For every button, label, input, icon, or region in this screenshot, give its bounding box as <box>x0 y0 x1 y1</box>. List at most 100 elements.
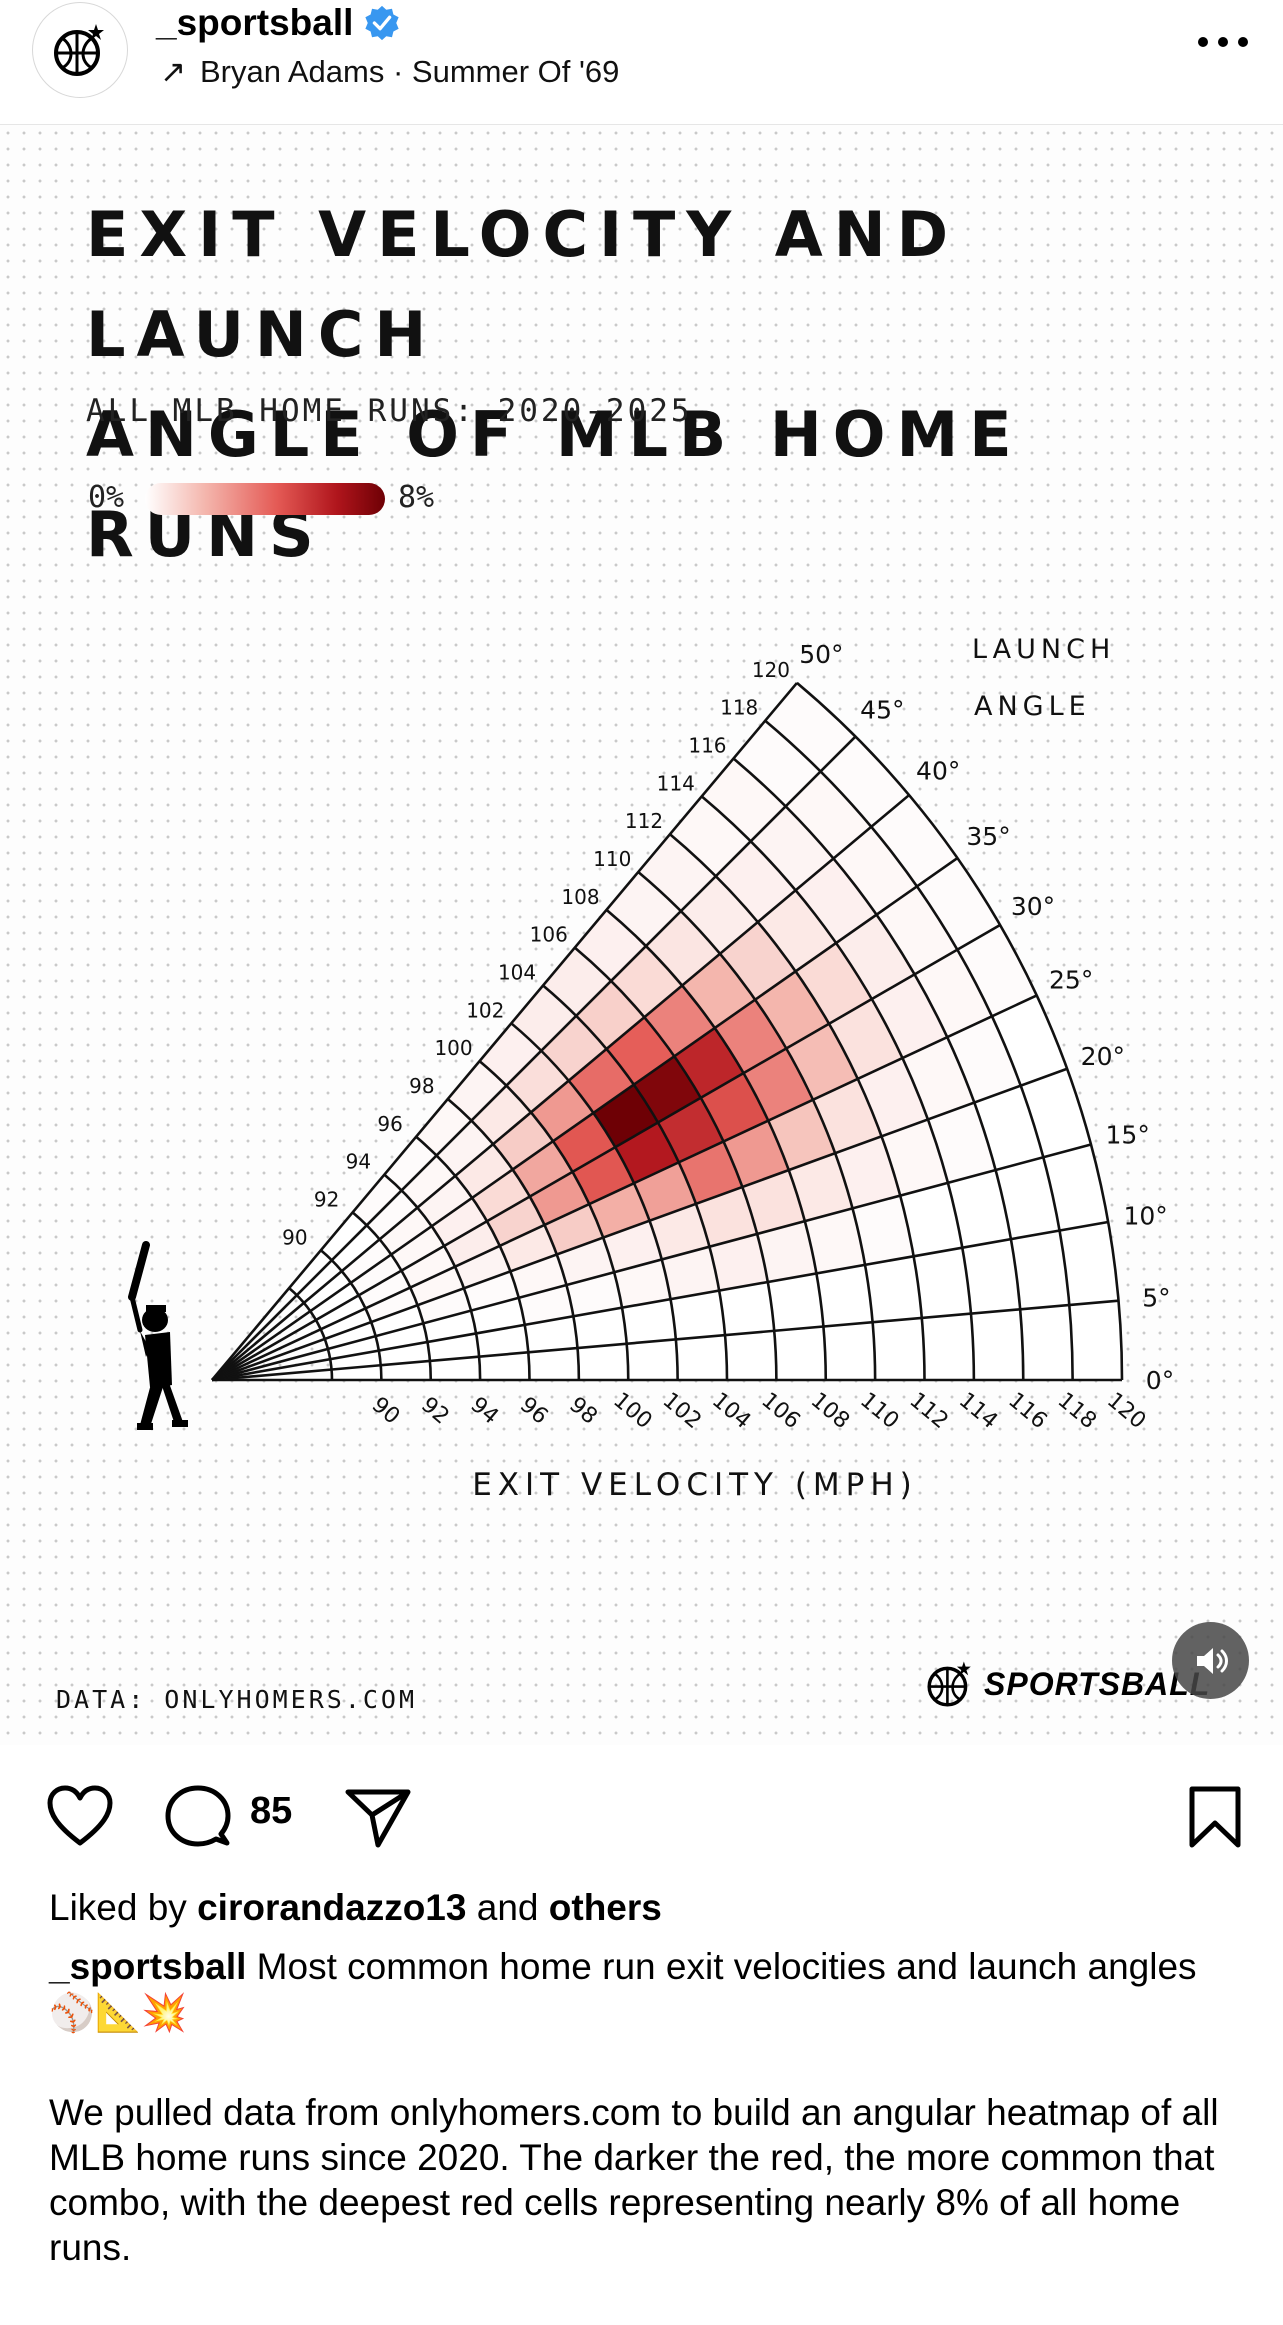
avatar[interactable] <box>32 2 128 98</box>
post-image[interactable]: EXIT VELOCITY AND LAUNCH ANGLE OF MLB HO… <box>0 125 1283 1745</box>
heatmap-cell <box>615 1122 679 1184</box>
velocity-tick-diagonal: 98 <box>409 1074 434 1098</box>
velocity-tick-bottom: 90 <box>367 1392 405 1429</box>
heatmap-cell <box>358 1270 411 1309</box>
audio-track-label: Bryan Adams · Summer Of '69 <box>199 54 620 89</box>
comment-count[interactable]: 85 <box>250 1790 293 1832</box>
sound-toggle-button[interactable] <box>1172 1622 1249 1699</box>
heatmap-cell <box>568 1048 634 1113</box>
comment-icon[interactable] <box>165 1785 231 1849</box>
heatmap-cell <box>974 1085 1044 1171</box>
heatmap-cell <box>479 1352 530 1380</box>
heatmap-cell <box>947 1170 1011 1248</box>
heatmap-cell <box>645 911 720 986</box>
velocity-tick-diagonal: 92 <box>314 1187 339 1211</box>
x-axis-label: EXIT VELOCITY (MPH) <box>472 1467 918 1503</box>
heatmap-cell <box>327 1336 379 1360</box>
heatmap-cell <box>444 1221 500 1267</box>
heatmap-cell <box>429 1356 481 1380</box>
liked-by-user[interactable]: cirorandazzo13 <box>197 1887 467 1928</box>
caption-username[interactable]: _sportsball <box>49 1946 247 1987</box>
heatmap-cell <box>1020 1304 1073 1380</box>
heatmap-cell <box>470 1297 525 1334</box>
heatmap-cell <box>626 1339 678 1380</box>
velocity-tick-diagonal: 100 <box>434 1036 472 1060</box>
velocity-tick-bottom: 120 <box>1102 1388 1150 1434</box>
heatmap-cell <box>852 1195 914 1265</box>
heatmap-cell <box>371 1305 424 1337</box>
liked-by-others[interactable]: others <box>548 1887 662 1928</box>
heatmap-cell <box>900 1182 963 1257</box>
velocity-tick-diagonal: 116 <box>688 734 726 758</box>
angle-tick: 50° <box>799 640 843 669</box>
username-row[interactable]: _sportsball <box>156 2 401 44</box>
heatmap-cell <box>493 1112 553 1170</box>
velocity-tick-diagonal: 108 <box>561 885 599 909</box>
heatmap-cell <box>365 1287 418 1323</box>
liked-by-prefix: Liked by <box>49 1887 198 1928</box>
angle-ray <box>211 682 798 1381</box>
heatmap-cell <box>621 1299 676 1344</box>
heatmap-cell <box>733 720 821 807</box>
heatmap-cell <box>510 1254 567 1298</box>
heatmap-cell <box>835 1136 901 1209</box>
audio-track[interactable]: ↗ Bryan Adams · Summer Of '69 <box>160 54 619 90</box>
bookmark-icon[interactable] <box>1187 1785 1243 1849</box>
heatmap-cell <box>1059 1221 1119 1305</box>
angle-ray <box>211 856 959 1382</box>
angle-tick: 0° <box>1146 1366 1174 1395</box>
heatmap-cell <box>1043 1144 1109 1231</box>
heatmap-cell <box>872 1317 925 1380</box>
heatmap-cell <box>379 1207 432 1255</box>
heatmap-cell <box>423 1310 477 1343</box>
heatmap-cell <box>566 1272 622 1317</box>
heatmap-cell <box>701 758 786 842</box>
chart-subtitle: ALL MLB HOME RUNS: 2020-2025 <box>86 393 693 429</box>
heart-icon[interactable] <box>46 1785 114 1847</box>
heatmap-grid <box>211 681 1124 1382</box>
velocity-tick-diagonal: 112 <box>625 809 663 833</box>
heatmap-cell <box>680 876 758 954</box>
heatmap-cell <box>820 736 910 827</box>
basketball-logo-icon <box>927 1661 971 1707</box>
angle-tick: 15° <box>1106 1121 1150 1150</box>
username[interactable]: _sportsball <box>156 2 354 43</box>
velocity-tick-bottom: 110 <box>855 1388 903 1434</box>
heatmap-cell <box>913 1247 971 1318</box>
heatmap-cell <box>436 1120 494 1176</box>
angle-ray <box>211 1143 1092 1382</box>
heatmap-cell <box>289 1250 332 1296</box>
caption-text: Most common home run exit velocities and… <box>49 1946 1197 2033</box>
caption-body: We pulled data from onlyhomers.com to bu… <box>49 2092 1219 2268</box>
heatmap-cell <box>479 1023 542 1086</box>
legend-max-label: 8% <box>398 480 435 515</box>
heatmap-cell <box>341 1239 392 1283</box>
angle-ray <box>211 1299 1119 1382</box>
velocity-tick-diagonal: 114 <box>657 771 695 795</box>
send-icon[interactable] <box>344 1787 412 1849</box>
heatmap-cell <box>577 1343 629 1380</box>
heatmap-cell <box>670 1290 726 1340</box>
likes-summary[interactable]: Liked by cirorandazzo13 and others <box>49 1887 662 1929</box>
angle-ray <box>211 923 1001 1382</box>
heatmap-cell <box>816 1264 873 1327</box>
heatmap-cell <box>1069 1300 1122 1380</box>
angle-ray <box>211 1067 1068 1382</box>
heatmap-cell <box>719 1281 775 1336</box>
heatmap-cell <box>455 1144 513 1198</box>
angle-tick: 10° <box>1123 1201 1167 1230</box>
heatmap-cell <box>719 922 796 1000</box>
heatmap-cell <box>914 949 992 1038</box>
angle-ray <box>211 1220 1109 1382</box>
heatmap-cell <box>833 826 917 915</box>
angular-heatmap-chart: 9090929294949696989810010010210210410410… <box>128 634 1174 1503</box>
heatmap-cell <box>447 1061 507 1121</box>
velocity-tick-diagonal: 120 <box>752 658 790 682</box>
heatmap-cell <box>417 1175 473 1227</box>
heatmap-cell <box>330 1350 381 1370</box>
heatmap-cell <box>750 806 834 891</box>
heatmap-cell <box>499 1224 557 1272</box>
angle-ray <box>211 735 857 1381</box>
heatmap-cell <box>524 1316 578 1353</box>
more-horizontal-icon[interactable] <box>1195 20 1251 64</box>
